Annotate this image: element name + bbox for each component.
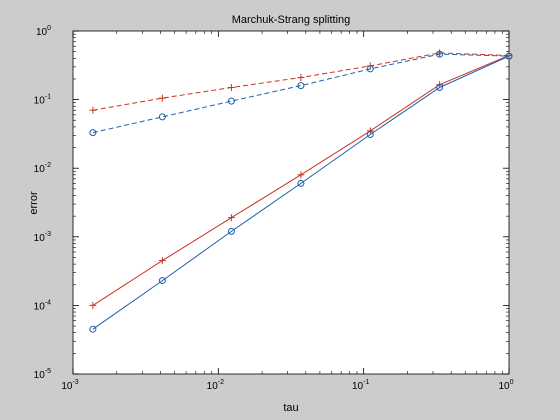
plot-area bbox=[72, 30, 510, 375]
circle-marker bbox=[297, 179, 305, 187]
plus-marker bbox=[89, 106, 97, 114]
circle-marker bbox=[366, 130, 374, 138]
x-tick-label: 10-1 bbox=[352, 379, 369, 392]
y-tick-label: 10-2 bbox=[34, 162, 51, 175]
y-axis-label: error bbox=[28, 191, 40, 215]
y-tick-label: 100 bbox=[36, 25, 51, 38]
y-tick-label: 10-4 bbox=[34, 299, 51, 312]
chart-title: Marchuk-Strang splitting bbox=[232, 14, 351, 26]
circle-marker bbox=[89, 325, 97, 333]
plus-marker bbox=[227, 214, 235, 222]
x-axis-label: tau bbox=[283, 402, 298, 414]
circle-marker bbox=[227, 227, 235, 235]
plus-marker bbox=[366, 127, 374, 135]
circle-marker bbox=[89, 129, 97, 137]
x-tick-label: 10-2 bbox=[207, 379, 224, 392]
x-tick-label: 100 bbox=[498, 379, 513, 392]
circle-marker bbox=[505, 52, 513, 60]
circle-marker bbox=[436, 50, 444, 58]
y-tick-label: 10-1 bbox=[34, 94, 51, 107]
y-tick-label: 10-3 bbox=[34, 231, 51, 244]
circle-marker bbox=[366, 65, 374, 73]
y-tick-label: 10-5 bbox=[34, 368, 51, 381]
plus-marker bbox=[297, 73, 305, 81]
circle-marker bbox=[436, 84, 444, 92]
plus-marker bbox=[297, 171, 305, 179]
circle-marker bbox=[297, 82, 305, 90]
series-line-4 bbox=[92, 55, 510, 330]
series-line-2 bbox=[92, 53, 510, 134]
x-tick-label: 10-3 bbox=[61, 379, 78, 392]
plus-marker bbox=[158, 257, 166, 265]
plus-marker bbox=[227, 84, 235, 92]
circle-marker bbox=[158, 113, 166, 121]
plus-marker bbox=[158, 94, 166, 102]
plus-marker bbox=[89, 301, 97, 309]
circle-marker bbox=[158, 277, 166, 285]
circle-marker bbox=[227, 97, 235, 105]
axis-ticks: 10-3 10-2 10-1 100 10-5 10-4 10-3 10-2 10-1 100 bbox=[34, 25, 514, 392]
series-group bbox=[89, 49, 513, 333]
